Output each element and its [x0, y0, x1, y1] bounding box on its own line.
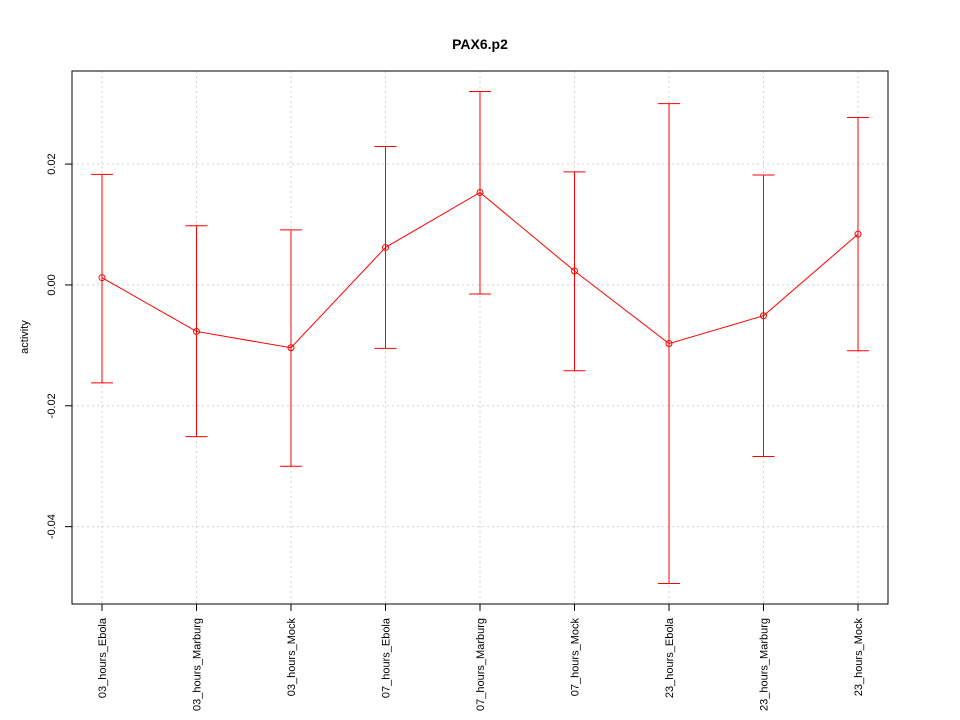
x-tick-label: 03_hours_Marburg — [192, 618, 204, 711]
y-axis-label: activity — [19, 320, 31, 354]
x-tick-label: 23_hours_Marburg — [759, 618, 771, 711]
x-tick-label: 03_hours_Ebola — [97, 617, 109, 698]
data-point — [854, 230, 862, 238]
axes: 0.02 0.00 -0.02 -0.04 03_hours_Ebola 03_hours… — [46, 153, 865, 711]
y-tick-label: -0.02 — [46, 393, 58, 418]
chart-title: PAX6.p2 — [452, 36, 508, 52]
x-tick-label: 07_hours_Marburg — [475, 618, 487, 711]
x-tick-label: 23_hours_Mock — [853, 618, 865, 697]
data-layer — [91, 91, 869, 584]
data-point — [193, 327, 200, 335]
y-tick-label: 0.00 — [46, 274, 58, 295]
data-point — [665, 340, 673, 348]
data-point — [287, 344, 295, 352]
x-tick-label: 07_hours_Mock — [570, 618, 582, 697]
y-tick-label: -0.04 — [46, 514, 58, 539]
data-point — [760, 312, 767, 320]
y-tick-label: 0.02 — [46, 153, 58, 174]
data-point — [98, 274, 106, 282]
data-point — [571, 267, 578, 275]
x-tick-label: 23_hours_Ebola — [664, 617, 676, 698]
data-point — [382, 243, 389, 251]
series-line — [101, 191, 859, 349]
x-tick-label: 07_hours_Ebola — [381, 617, 393, 698]
data-point — [476, 188, 484, 196]
x-tick-label: 03_hours_Mock — [286, 618, 298, 697]
